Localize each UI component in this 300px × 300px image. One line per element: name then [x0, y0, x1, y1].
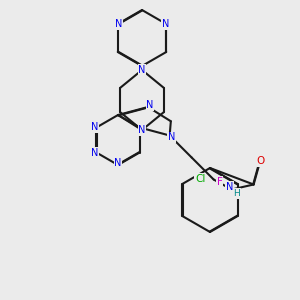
- Text: N: N: [91, 148, 98, 158]
- Text: N: N: [138, 125, 146, 135]
- Text: N: N: [138, 65, 146, 75]
- Text: Cl: Cl: [195, 174, 206, 184]
- Text: N: N: [115, 19, 122, 29]
- Text: N: N: [226, 182, 233, 191]
- Text: N: N: [162, 19, 169, 29]
- Text: N: N: [168, 133, 175, 142]
- Text: N: N: [146, 100, 154, 110]
- Text: O: O: [256, 157, 265, 166]
- Text: N: N: [114, 158, 122, 168]
- Text: N: N: [91, 122, 98, 133]
- Text: F: F: [217, 177, 223, 187]
- Text: H: H: [233, 189, 240, 198]
